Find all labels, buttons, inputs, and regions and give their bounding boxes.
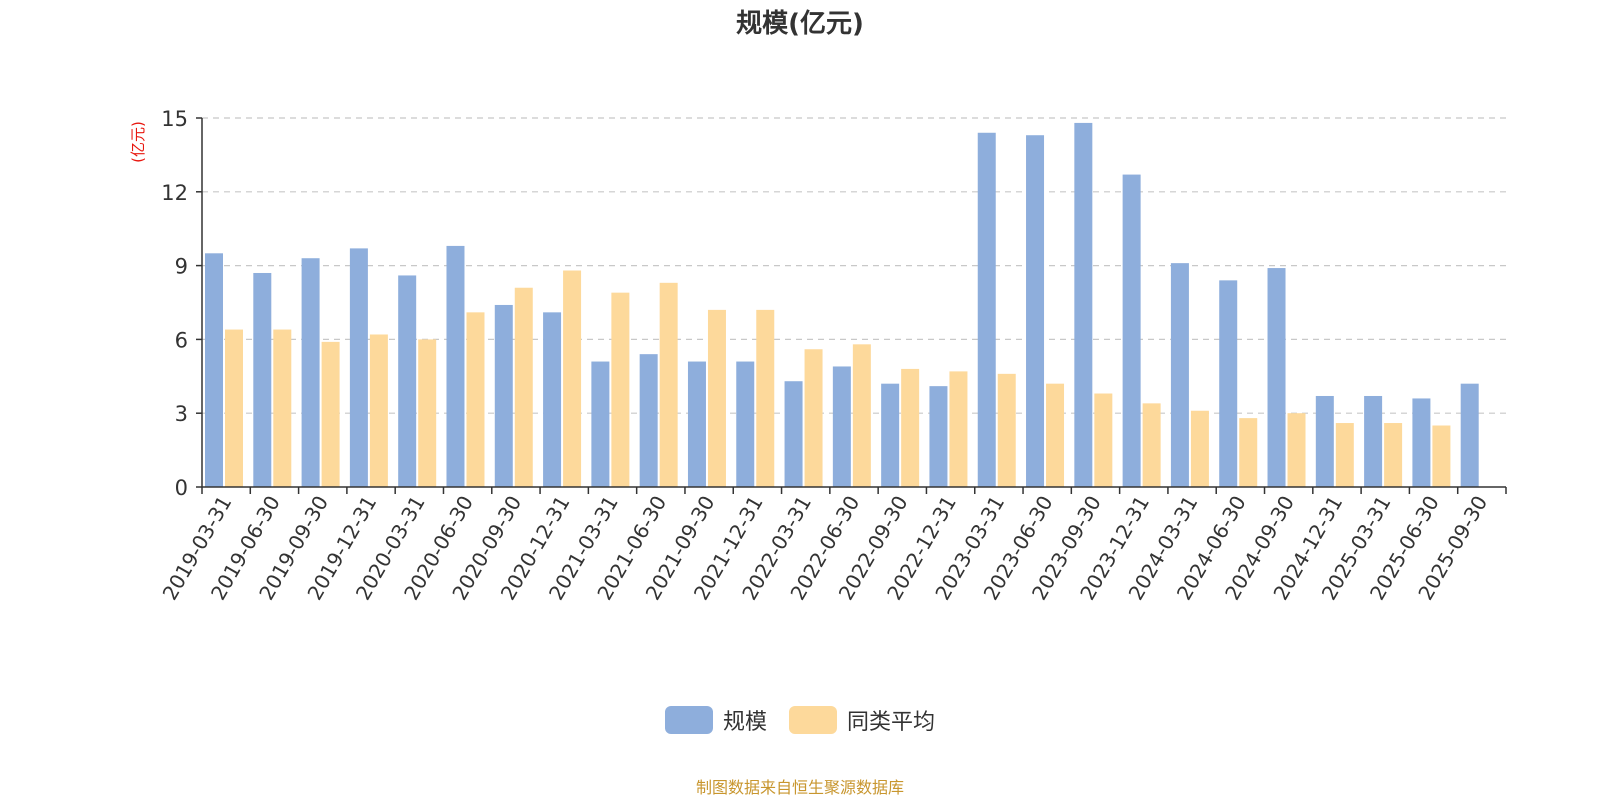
bar-peer-average: [1239, 418, 1258, 487]
bar-scale: [1122, 174, 1141, 487]
bar-scale: [1026, 135, 1045, 487]
bar-scale: [977, 132, 996, 487]
bar-scale: [446, 245, 465, 487]
bar-scale: [1074, 122, 1093, 488]
bar-peer-average: [1432, 425, 1451, 487]
bar-peer-average: [659, 282, 678, 487]
y-tick-label: 15: [161, 107, 188, 131]
bar-peer-average: [1046, 383, 1065, 487]
bar-scale: [1315, 395, 1334, 487]
bar-scale: [687, 361, 706, 487]
y-tick-label: 3: [175, 402, 188, 426]
bar-peer-average: [852, 344, 871, 487]
bar-peer-average: [466, 312, 485, 487]
legend-item-scale[interactable]: 规模: [664, 704, 767, 736]
bar-scale: [1170, 263, 1189, 487]
bar-peer-average: [997, 373, 1016, 487]
source-note: 制图数据来自恒生聚源数据库: [695, 778, 904, 797]
bar-scale: [253, 272, 272, 487]
bar-peer-average: [707, 309, 726, 487]
bar-scale: [1267, 268, 1286, 487]
bar-peer-average: [563, 270, 582, 487]
bar-scale: [1219, 280, 1238, 487]
bar-peer-average: [611, 292, 630, 487]
bar-peer-average: [418, 339, 437, 487]
bar-peer-average: [321, 341, 340, 487]
bar-peer-average: [901, 368, 920, 487]
bar-peer-average: [1335, 423, 1354, 487]
bar-scale: [639, 354, 658, 487]
legend-item-peer-average[interactable]: 同类平均: [789, 704, 935, 736]
y-tick-label: 6: [175, 328, 188, 352]
bar-peer-average: [1142, 403, 1161, 487]
bar-scale: [1412, 398, 1431, 487]
y-tick-label: 0: [175, 476, 188, 500]
bar-scale: [543, 312, 562, 487]
bars: [205, 122, 1479, 488]
bar-peer-average: [804, 349, 823, 487]
bar-peer-average: [756, 309, 775, 487]
bar-scale: [929, 386, 948, 487]
bar-scale: [349, 248, 368, 487]
legend-label-scale: 规模: [722, 710, 767, 735]
bar-scale: [1460, 383, 1479, 487]
y-tick-label: 9: [175, 255, 188, 279]
legend-swatch-scale: [664, 706, 713, 734]
bar-scale: [591, 361, 610, 487]
bar-scale: [832, 366, 851, 487]
legend: 规模 同类平均: [0, 704, 1600, 736]
bar-scale: [1364, 395, 1383, 487]
bar-peer-average: [273, 329, 292, 487]
chart-title: 规模(亿元): [736, 9, 864, 39]
bar-peer-average: [225, 329, 243, 487]
bar-scale: [494, 304, 513, 487]
legend-label-peer-average: 同类平均: [847, 710, 936, 735]
bar-scale: [205, 253, 223, 487]
bar-peer-average: [949, 371, 968, 487]
bar-scale: [398, 275, 417, 487]
y-tick-label: 12: [161, 181, 188, 205]
legend-swatch-peer-average: [789, 706, 837, 734]
y-axis-label: (亿元): [129, 121, 147, 163]
bar-peer-average: [1384, 423, 1403, 487]
bar-peer-average: [514, 287, 533, 487]
bar-peer-average: [1094, 393, 1113, 487]
bar-scale: [736, 361, 755, 487]
bar-peer-average: [1190, 410, 1209, 487]
bar-scale: [784, 381, 803, 487]
bar-peer-average: [1287, 413, 1306, 487]
bar-scale: [881, 383, 900, 487]
bar-peer-average: [369, 334, 388, 487]
bar-scale: [301, 258, 320, 487]
